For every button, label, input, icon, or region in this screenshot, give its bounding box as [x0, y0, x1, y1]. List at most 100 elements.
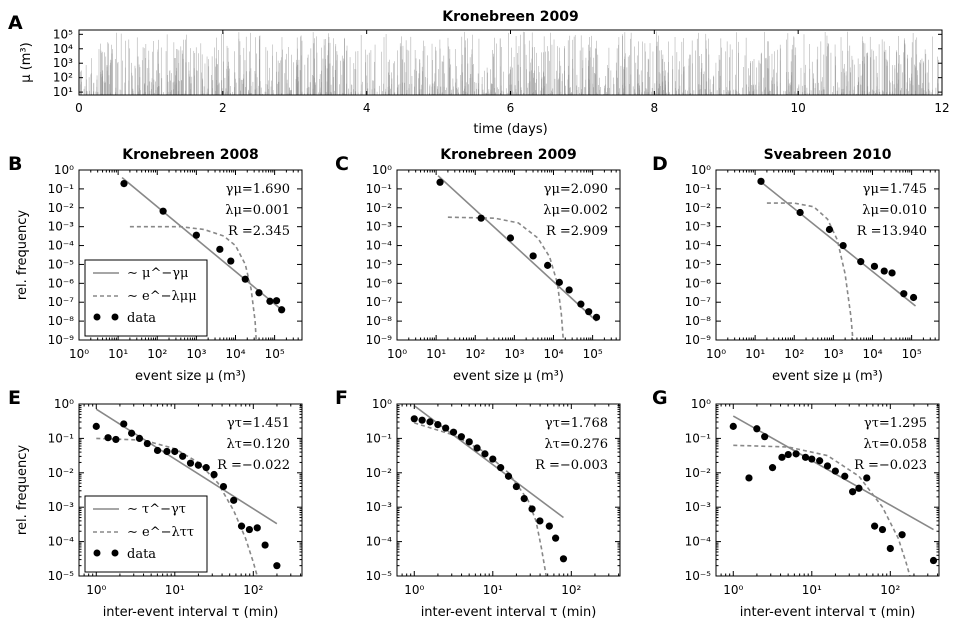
fit-parameter-annotation: R =−0.023 — [854, 458, 927, 473]
data-point — [261, 541, 269, 549]
x-axis-label: event size μ (m³) — [453, 369, 564, 384]
y-tick-label: 10⁻¹ — [685, 431, 712, 445]
legend-entry: ∼ e^−λττ — [127, 525, 194, 540]
x-tick-label: 10² — [147, 347, 167, 361]
panel-g: 10⁰ 10¹ 10² 10⁰ 10⁻¹ 10⁻² 10⁻³ 10⁻⁴ 10⁻⁵ inter-ev… — [652, 387, 940, 620]
data-point — [163, 447, 171, 456]
power-law-fit-line — [121, 176, 283, 311]
x-tick-label: 10⁵ — [265, 347, 285, 361]
exponential-fit-line — [766, 202, 854, 341]
data-point — [929, 556, 938, 565]
legend: ∼ τ^−γτ ∼ e^−λττ data — [84, 495, 208, 573]
x-tick-label: 10¹ — [802, 583, 822, 597]
data-point — [729, 422, 737, 430]
fit-parameter-annotation: λτ=0.058 — [863, 437, 927, 452]
y-axis-label: rel. frequency — [15, 445, 30, 535]
x-axis-label: time (days) — [473, 122, 547, 137]
data-point — [555, 278, 563, 286]
data-point — [112, 435, 120, 444]
y-tick-label: 10⁻⁸ — [48, 314, 75, 328]
data-point — [481, 450, 489, 458]
x-tick-label: 10¹ — [108, 347, 128, 361]
data-point — [216, 245, 224, 253]
data-point — [552, 534, 560, 542]
data-point — [565, 286, 573, 294]
y-tick-label: 10⁻⁷ — [366, 295, 393, 309]
data-point — [888, 269, 896, 277]
data-point — [120, 420, 128, 428]
panel-label: F — [335, 387, 348, 409]
y-tick-label: 10⁰ — [372, 397, 392, 411]
fit-parameter-annotation: R =2.909 — [546, 224, 608, 239]
y-tick-label: 10⁻¹ — [48, 182, 75, 196]
x-tick-label: 10⁰ — [723, 583, 743, 597]
data-point — [857, 258, 865, 266]
y-tick-label: 10⁻⁵ — [366, 257, 393, 271]
y-axis-label: μ (m³) — [19, 42, 34, 82]
x-tick-label: 10¹ — [426, 347, 446, 361]
x-tick-label: 8 — [651, 101, 659, 115]
data-point — [120, 180, 128, 188]
data-point — [825, 225, 834, 234]
y-tick-label: 10⁻² — [366, 466, 393, 480]
x-tick-label: 10¹ — [165, 583, 185, 597]
y-tick-label: 10¹ — [53, 85, 73, 99]
y-tick-label: 10⁻⁸ — [366, 314, 393, 328]
data-point — [192, 231, 200, 239]
data-point — [253, 524, 261, 532]
data-point — [801, 453, 810, 461]
y-tick-label: 10⁻² — [48, 466, 75, 480]
panel-b: 10⁰ 10¹ 10² 10³ 10⁴ 10⁵ 10⁰ 10⁻¹ 10⁻² 10⁻³ 10⁻⁴ 10⁻… — [8, 147, 303, 384]
data-point — [477, 214, 485, 222]
y-tick-label: 10⁻² — [48, 201, 75, 215]
data-point — [426, 418, 434, 426]
data-point — [128, 429, 136, 437]
data-point — [418, 416, 426, 424]
fit-parameter-annotation: R =2.345 — [228, 224, 290, 239]
data-point — [909, 293, 918, 302]
power-law-fit-line — [437, 175, 598, 322]
panel-label: G — [652, 387, 668, 409]
y-tick-label: 10⁻² — [685, 201, 712, 215]
data-point — [194, 461, 202, 469]
data-point — [465, 438, 473, 446]
data-point — [745, 474, 753, 482]
y-tick-label: 10⁻³ — [48, 220, 75, 234]
y-tick-label: 10⁻³ — [366, 500, 393, 514]
data-point — [497, 464, 505, 472]
data-point — [230, 496, 238, 504]
y-tick-label: 10⁻³ — [685, 220, 712, 234]
x-axis-label: inter-event interval τ (min) — [103, 605, 279, 620]
fit-parameter-annotation: λμ=0.001 — [225, 203, 290, 218]
plot-frame — [78, 403, 303, 577]
data-point — [792, 450, 800, 458]
y-tick-label: 10⁻⁴ — [48, 239, 75, 253]
data-point — [410, 415, 418, 423]
data-point — [153, 446, 162, 455]
fit-parameter-annotation: γτ=1.295 — [864, 416, 927, 431]
fit-parameter-annotation: γτ=1.768 — [545, 416, 608, 431]
panel-e: 10⁰ 10¹ 10² 10⁰ 10⁻¹ 10⁻² 10⁻³ 10⁻⁴ 10⁻⁵ inter-ev… — [8, 387, 303, 620]
panel-title: Kronebreen 2008 — [122, 147, 259, 163]
legend-data-swatch — [93, 549, 101, 557]
y-tick-label: 10⁵ — [53, 27, 73, 41]
y-tick-label: 10⁻⁵ — [685, 257, 712, 271]
data-point — [898, 531, 906, 539]
data-point — [272, 297, 281, 305]
data-point — [886, 544, 894, 553]
data-point — [871, 522, 879, 530]
exponential-fit-line — [96, 437, 258, 577]
data-point — [778, 453, 786, 461]
data-point — [816, 457, 824, 465]
x-tick-label: 10³ — [186, 347, 206, 361]
data-point — [545, 522, 553, 530]
x-tick-label: 10⁵ — [902, 347, 922, 361]
x-axis-label: inter-event interval τ (min) — [421, 605, 597, 620]
plot-frame — [396, 403, 621, 577]
y-tick-label: 10³ — [53, 56, 73, 70]
data-point — [512, 482, 520, 491]
data-point — [219, 482, 228, 491]
data-point — [808, 455, 816, 463]
y-tick-label: 10⁰ — [691, 163, 711, 177]
